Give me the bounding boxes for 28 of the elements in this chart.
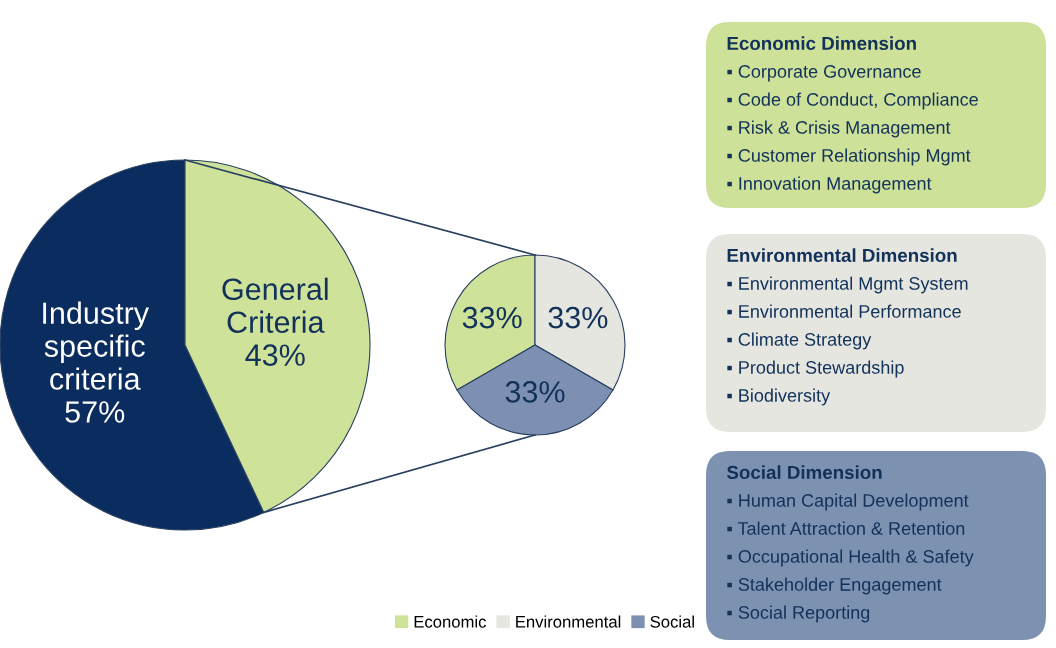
legend-label: Economic — [414, 615, 487, 628]
text: ▪ Biodiversity — [727, 388, 831, 406]
text: ▪ Talent Attraction & Retention — [727, 521, 965, 535]
data-label: 33% — [462, 306, 522, 329]
text: ▪ Stakeholder Engagement — [727, 577, 942, 595]
data-label: 57% — [65, 401, 125, 423]
text: ▪ Occupational Health & Safety — [727, 549, 974, 567]
slice-label: General Criteria — [222, 277, 328, 334]
text: ▪ Social Reporting — [727, 605, 870, 623]
text: Social Dimension — [726, 465, 882, 480]
text: ▪ Product Stewardship — [727, 360, 904, 378]
text: Environmental Dimension — [727, 248, 957, 263]
text: ▪ Innovation Management — [727, 176, 932, 194]
text: ▪ Code of Conduct, Compliance — [727, 92, 978, 110]
data-label: 33% — [548, 306, 608, 329]
legend-label: Social — [650, 615, 694, 628]
text: ▪ Corporate Governance — [727, 65, 921, 82]
slice-label: Industry specific criteria — [43, 301, 150, 390]
data-label: 33% — [505, 381, 565, 403]
text: ▪ Climate Strategy — [727, 332, 872, 350]
text: ▪ Environmental Mgmt System — [727, 276, 968, 294]
legend-label: Environmental — [516, 615, 621, 628]
text: ▪ Customer Relationship Mgmt — [727, 148, 971, 166]
text: Economic Dimension — [727, 36, 916, 51]
text: ▪ Risk & Crisis Management — [727, 120, 951, 138]
text: ▪ Environmental Performance — [727, 304, 961, 318]
data-label: 43% — [245, 344, 305, 366]
text: ▪ Human Capital Development — [727, 493, 969, 511]
